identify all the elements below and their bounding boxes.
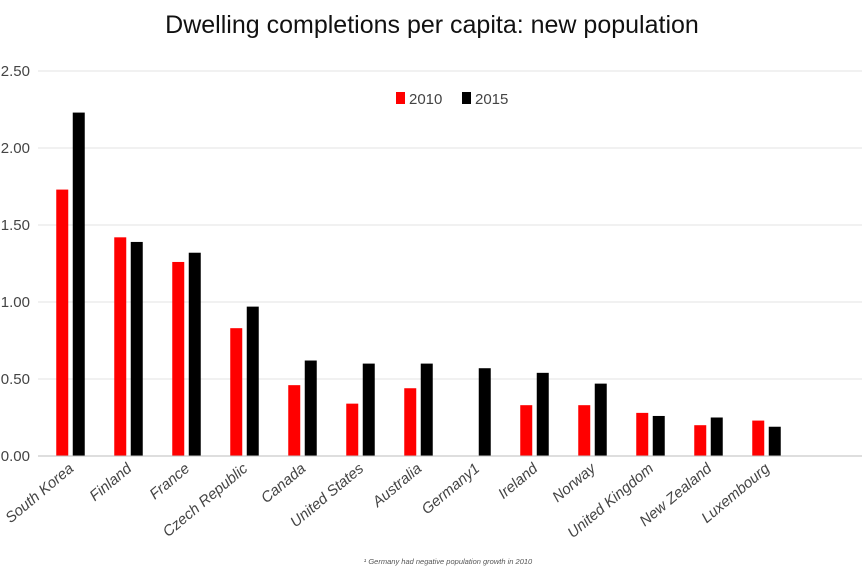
bar-2010-norway [578, 405, 591, 456]
y-axis-tick-labels: 0.00 0.50 1.00 1.50 2.00 2.50 [1, 63, 30, 465]
y-tick-label: 0.50 [1, 371, 30, 388]
legend: 2010 2015 [396, 91, 508, 108]
y-tick-label: 2.50 [1, 63, 30, 80]
bar-2010-finland [114, 237, 127, 456]
x-category-label: South Korea [2, 460, 77, 527]
bar-2010-canada [288, 385, 301, 456]
bar-2010-united-states [346, 403, 359, 456]
chart-title: Dwelling completions per capita: new pop… [165, 11, 699, 39]
bar-2015-canada [304, 360, 317, 456]
bar-2015-germany1 [478, 368, 491, 456]
legend-swatch-2015 [462, 92, 471, 104]
gridlines [38, 70, 862, 380]
x-category-label: Finland [86, 460, 135, 505]
bar-2015-south-korea [72, 112, 85, 456]
y-tick-label: 1.00 [1, 294, 30, 311]
bar-2010-south-korea [56, 189, 69, 456]
bar-2015-new-zealand [710, 417, 723, 456]
bars [56, 112, 781, 456]
x-category-label: Australia [369, 460, 425, 511]
legend-label: 2010 [409, 91, 442, 108]
legend-swatch-2010 [396, 92, 405, 104]
bar-2015-czech-republic [246, 306, 259, 456]
x-category-label: Germany1 [418, 460, 483, 518]
y-tick-label: 1.50 [1, 217, 30, 234]
bar-2015-united-kingdom [652, 415, 665, 456]
y-tick-label: 0.00 [1, 448, 30, 465]
bar-2015-norway [594, 383, 607, 456]
y-tick-label: 2.00 [1, 140, 30, 157]
bar-2010-ireland [520, 405, 533, 456]
bar-2015-australia [420, 363, 433, 456]
bar-2010-new-zealand [694, 425, 707, 456]
x-category-label: Ireland [495, 460, 542, 503]
bar-2015-united-states [362, 363, 375, 456]
bar-2015-france [188, 252, 201, 456]
bar-2015-finland [130, 241, 143, 456]
x-category-label: Norway [549, 459, 600, 506]
footnote: ¹ Germany had negative population growth… [364, 557, 533, 566]
x-category-label: Canada [258, 460, 309, 507]
bar-2010-australia [404, 388, 417, 456]
bar-2010-united-kingdom [636, 412, 649, 456]
bar-2010-czech-republic [230, 328, 243, 456]
bar-2010-luxembourg [752, 420, 765, 456]
legend-label: 2015 [475, 91, 508, 108]
bar-2015-ireland [536, 372, 549, 456]
bar-2015-luxembourg [768, 426, 781, 456]
x-category-label: France [146, 460, 193, 503]
bar-2010-france [172, 261, 185, 456]
